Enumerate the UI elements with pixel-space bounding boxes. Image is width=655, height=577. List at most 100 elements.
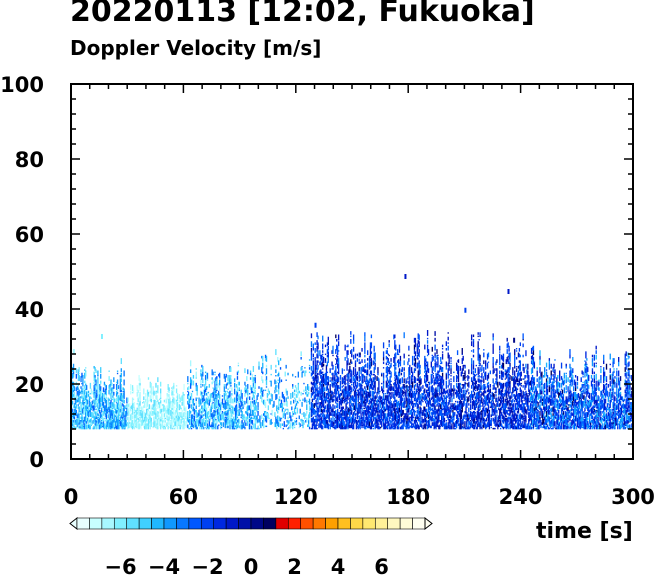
velocity-cell bbox=[356, 371, 359, 376]
velocity-cell bbox=[351, 361, 353, 365]
velocity-cell bbox=[401, 403, 403, 407]
velocity-cell bbox=[261, 423, 263, 428]
velocity-cell bbox=[477, 367, 479, 372]
velocity-cell bbox=[312, 418, 314, 422]
velocity-cell bbox=[430, 405, 433, 407]
velocity-cell bbox=[448, 408, 450, 413]
velocity-cell bbox=[378, 380, 380, 385]
velocity-cell bbox=[393, 394, 395, 399]
velocity-cell bbox=[469, 395, 471, 397]
velocity-cell bbox=[506, 370, 508, 374]
velocity-cell bbox=[133, 406, 136, 412]
velocity-cell bbox=[82, 399, 84, 405]
velocity-cell bbox=[488, 421, 491, 425]
velocity-cell bbox=[92, 415, 94, 419]
velocity-cell bbox=[238, 408, 240, 411]
velocity-cell bbox=[460, 388, 462, 394]
velocity-cell bbox=[530, 426, 533, 430]
velocity-cell bbox=[377, 404, 379, 407]
velocity-cell bbox=[138, 408, 140, 412]
velocity-cell bbox=[327, 407, 329, 413]
velocity-cell bbox=[81, 395, 83, 399]
velocity-cell bbox=[414, 369, 417, 371]
velocity-cell bbox=[525, 423, 527, 430]
velocity-cell bbox=[393, 357, 395, 363]
velocity-cell bbox=[361, 397, 363, 401]
velocity-cell bbox=[322, 420, 324, 424]
velocity-cell bbox=[96, 399, 98, 406]
velocity-cell bbox=[514, 377, 516, 383]
velocity-cell bbox=[196, 412, 198, 419]
velocity-cell bbox=[335, 385, 337, 392]
velocity-cell bbox=[377, 411, 379, 416]
velocity-cell bbox=[509, 409, 511, 416]
velocity-cell bbox=[263, 399, 265, 405]
velocity-cell bbox=[516, 398, 519, 403]
velocity-cell bbox=[352, 424, 354, 430]
velocity-cell bbox=[217, 393, 219, 398]
velocity-cell bbox=[261, 376, 263, 381]
velocity-cell bbox=[308, 398, 311, 405]
velocity-cell bbox=[84, 407, 86, 412]
velocity-cell bbox=[171, 402, 173, 408]
velocity-cell bbox=[514, 366, 516, 369]
velocity-cell bbox=[424, 370, 426, 374]
velocity-cell bbox=[94, 386, 96, 388]
velocity-cell bbox=[201, 398, 203, 401]
velocity-cell bbox=[477, 335, 479, 338]
velocity-cell bbox=[247, 415, 249, 420]
velocity-cell bbox=[483, 384, 485, 390]
velocity-cell bbox=[335, 424, 337, 430]
velocity-cell bbox=[110, 417, 112, 422]
velocity-cell bbox=[362, 366, 364, 370]
velocity-cell bbox=[256, 415, 258, 420]
velocity-cell bbox=[467, 388, 469, 392]
velocity-cell bbox=[461, 425, 463, 429]
velocity-cell bbox=[513, 423, 515, 425]
velocity-cell bbox=[156, 423, 158, 426]
velocity-cell bbox=[101, 405, 104, 411]
velocity-cell bbox=[323, 378, 326, 385]
velocity-cell bbox=[416, 351, 418, 354]
velocity-cell bbox=[99, 403, 101, 410]
velocity-cell bbox=[253, 415, 255, 417]
velocity-cell bbox=[526, 380, 528, 386]
velocity-cell bbox=[345, 386, 347, 392]
velocity-cell bbox=[501, 362, 504, 369]
velocity-cell bbox=[436, 396, 438, 403]
velocity-cell bbox=[479, 412, 481, 414]
velocity-cell bbox=[475, 405, 477, 408]
velocity-cell bbox=[465, 389, 467, 395]
velocity-cell bbox=[158, 402, 160, 405]
velocity-cell bbox=[422, 427, 424, 430]
velocity-cell bbox=[123, 399, 125, 404]
velocity-cell bbox=[474, 425, 477, 428]
velocity-cell bbox=[74, 406, 77, 411]
velocity-cell bbox=[419, 369, 421, 375]
velocity-cell bbox=[341, 386, 344, 388]
velocity-cell bbox=[352, 384, 355, 388]
velocity-cell bbox=[81, 407, 83, 414]
velocity-cell bbox=[517, 412, 520, 414]
velocity-cell bbox=[366, 391, 369, 394]
velocity-cell bbox=[188, 397, 190, 404]
velocity-cell bbox=[389, 387, 391, 392]
velocity-cell bbox=[396, 402, 399, 408]
velocity-cell bbox=[358, 415, 360, 421]
velocity-cell bbox=[321, 378, 323, 384]
velocity-cell bbox=[194, 426, 196, 429]
velocity-cell bbox=[116, 403, 119, 410]
velocity-cell bbox=[366, 382, 368, 388]
velocity-cell bbox=[285, 388, 287, 394]
velocity-cell bbox=[483, 406, 485, 412]
velocity-cell bbox=[403, 386, 405, 390]
velocity-cell bbox=[223, 417, 226, 422]
velocity-cell bbox=[347, 413, 349, 415]
velocity-cell bbox=[333, 412, 335, 414]
velocity-cell bbox=[319, 370, 321, 376]
velocity-cell bbox=[434, 377, 436, 381]
velocity-cell bbox=[519, 387, 521, 393]
velocity-cell bbox=[424, 395, 426, 402]
velocity-cell bbox=[492, 405, 494, 408]
velocity-cell bbox=[450, 420, 452, 423]
